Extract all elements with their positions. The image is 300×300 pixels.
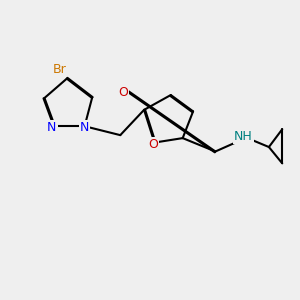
Text: Br: Br [52, 63, 66, 76]
Text: N: N [47, 121, 57, 134]
Text: O: O [148, 138, 158, 151]
Text: NH: NH [234, 130, 253, 143]
Text: N: N [80, 121, 89, 134]
Text: O: O [118, 85, 128, 98]
